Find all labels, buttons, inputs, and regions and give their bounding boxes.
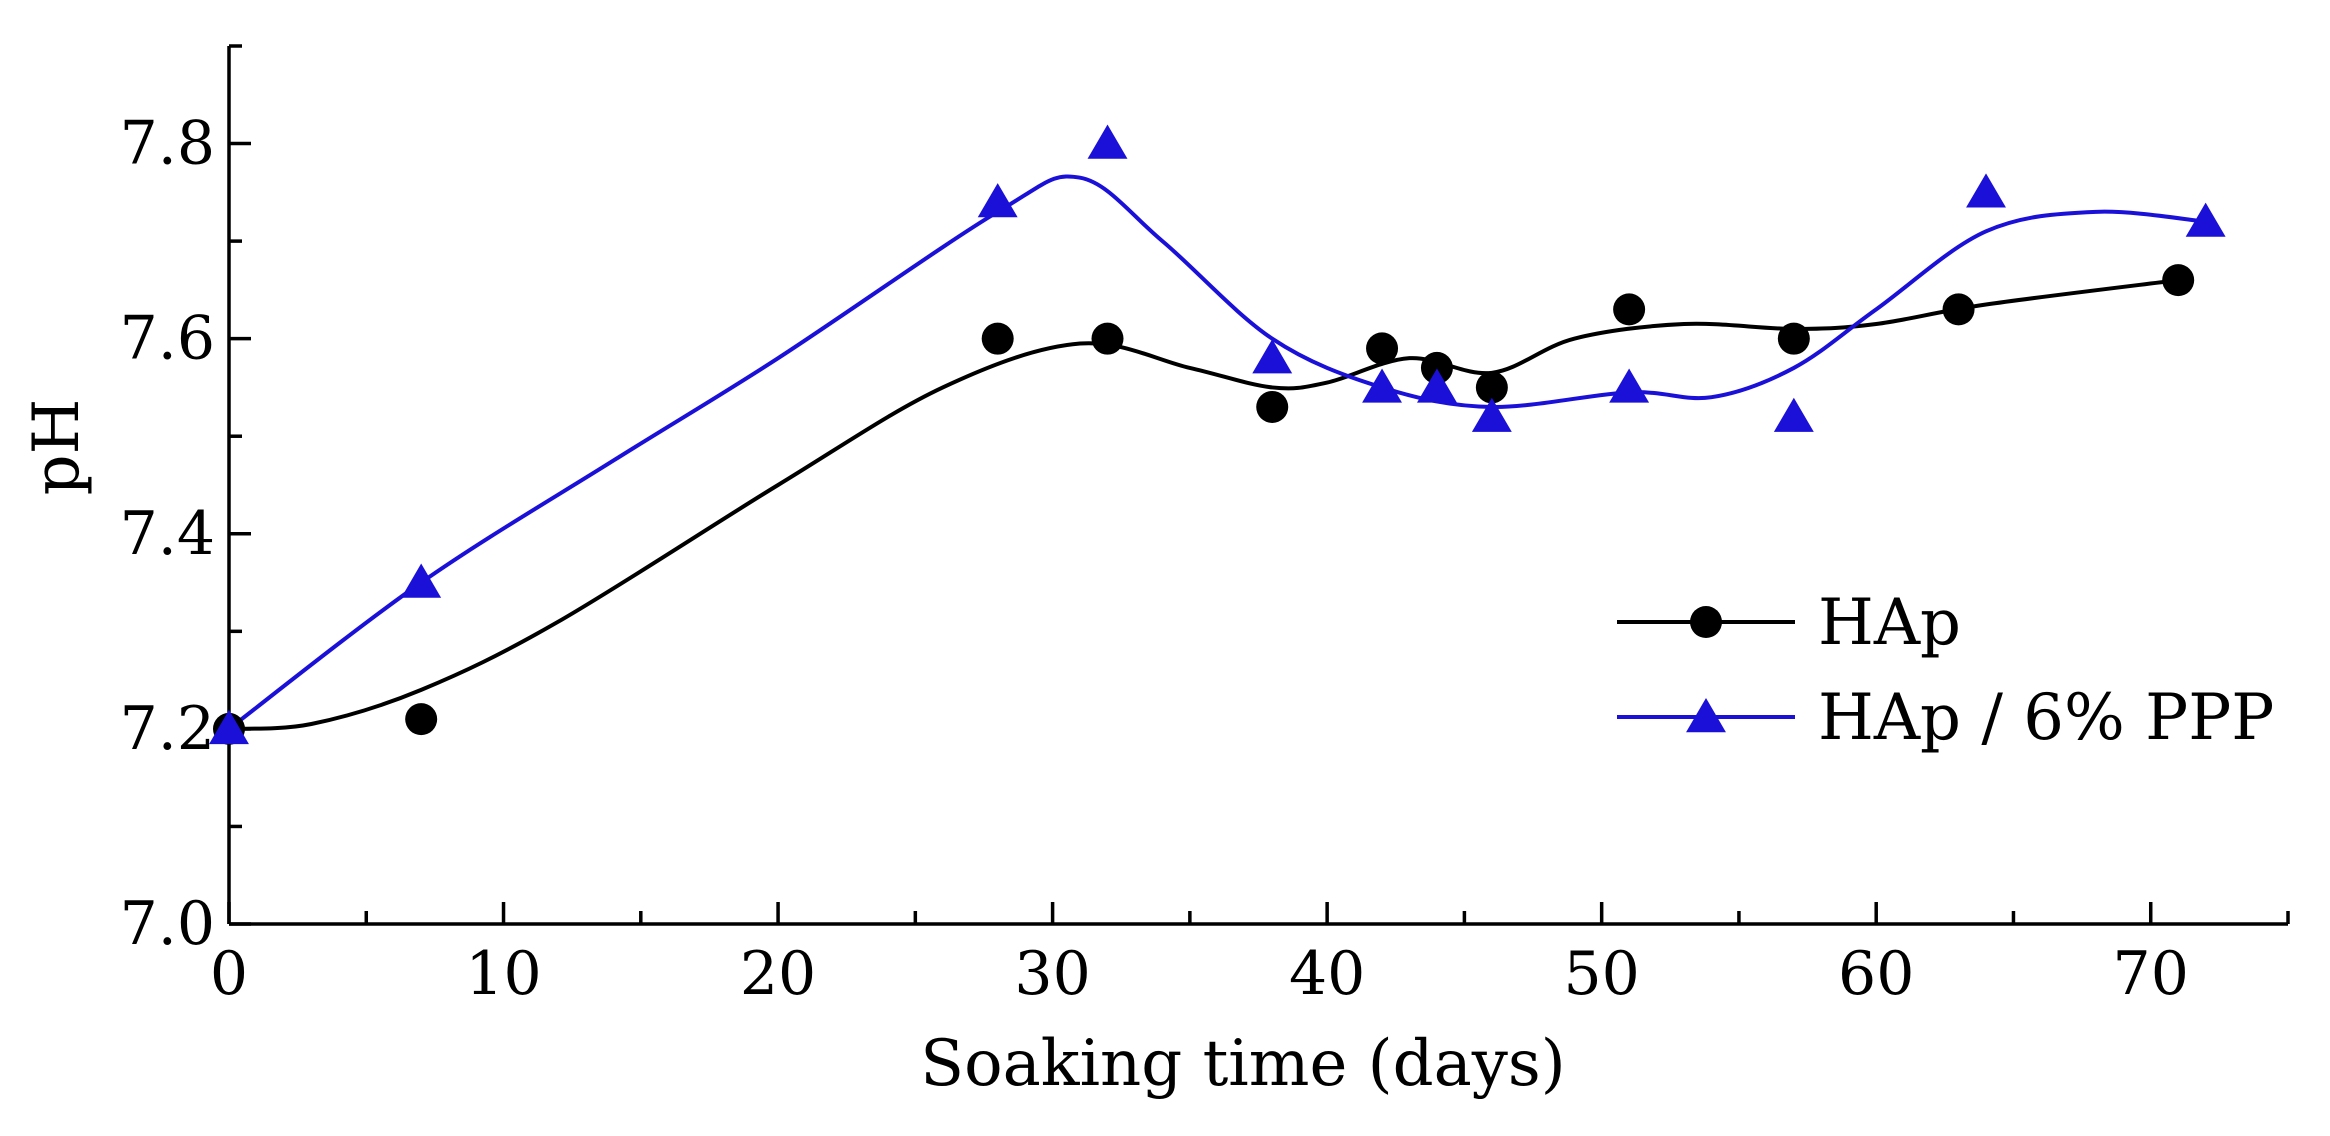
data-point-hap-ppp [1087,124,1128,159]
data-point-hap-ppp [1416,368,1457,403]
legend-marker-hap-ppp [1686,698,1726,733]
y-tick-label: 7.4 [120,499,215,569]
data-point-hap [1475,371,1508,404]
y-axis-ticks: 7.0 7.2 7.4 7.6 7.8 [120,44,251,959]
y-tick-label: 7.0 [120,889,215,959]
legend-marker-hap [1690,606,1722,638]
x-tick-label: 60 [1838,939,1914,1009]
data-point-hap [405,703,438,736]
data-point-hap-ppp [401,563,442,598]
x-tick-label: 20 [740,939,816,1009]
data-point-hap-ppp [1773,397,1814,432]
y-tick-label: 7.6 [120,304,215,374]
x-tick-label: 10 [465,939,541,1009]
x-tick-label: 30 [1014,939,1090,1009]
series-curves [227,174,2206,731]
data-point-hap [1942,293,1975,326]
data-point-hap-ppp [2185,202,2226,237]
x-axis-title: Soaking time (days) [920,1027,1565,1101]
series-line-hap [228,278,2179,731]
data-point-hap [1777,322,1810,355]
data-point-hap-ppp [1362,368,1402,403]
x-tick-label: 50 [1563,939,1639,1009]
data-point-hap [981,322,1014,355]
x-tick-label: 0 [210,939,248,1009]
data-point-hap-ppp [1471,397,1512,432]
data-point-hap-ppp [977,183,1018,218]
x-tick-label: 70 [2113,939,2189,1009]
x-axis-ticks: 0 10 20 30 40 50 60 70 [210,902,2290,1009]
data-point-hap [1420,351,1453,384]
plot-axes [227,46,2288,926]
y-tick-label: 7.8 [120,109,215,179]
x-tick-label: 40 [1289,939,1365,1009]
data-point-hap [2162,264,2195,297]
legend: HAp HAp / 6% PPP [1617,586,2274,755]
data-point-hap-ppp [209,709,249,745]
data-point-hap [1613,293,1646,326]
y-tick-label: 7.2 [120,694,215,764]
data-point-hap-ppp [1609,368,1650,403]
legend-label-hap-ppp: HAp / 6% PPP [1818,681,2274,755]
legend-label-hap: HAp [1818,586,1961,660]
data-point-hap [1091,322,1124,355]
data-point-hap [1366,332,1399,365]
series-markers [209,124,2226,745]
y-axis-title: pH [20,399,94,496]
series-line-hap-ppp [227,174,2206,731]
data-point-hap-ppp [1252,339,1293,374]
data-point-hap-ppp [1966,173,2006,208]
data-point-hap [1256,390,1289,423]
